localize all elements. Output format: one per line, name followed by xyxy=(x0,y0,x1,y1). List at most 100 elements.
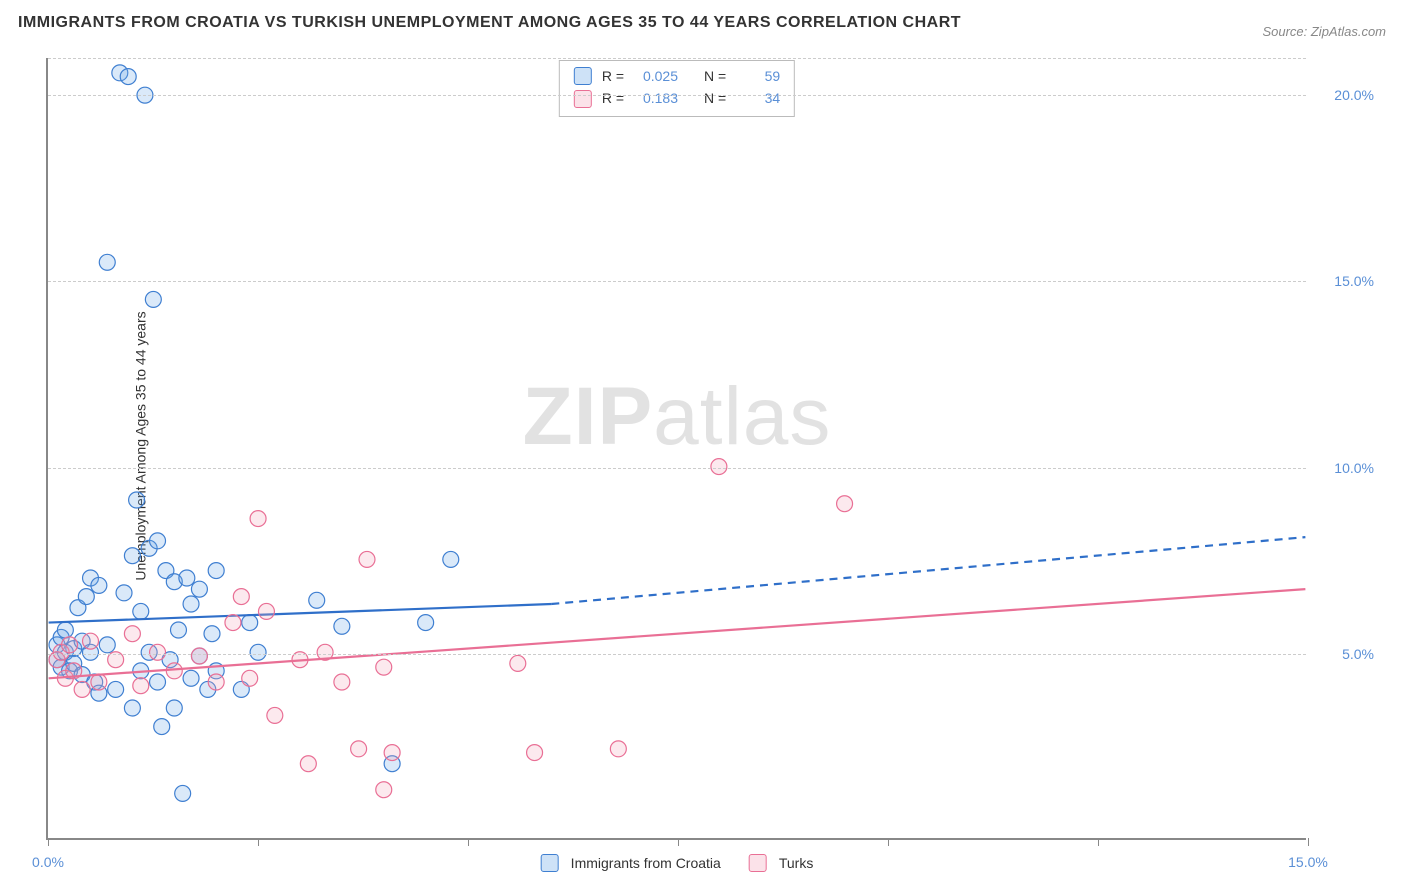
x-tick-label: 0.0% xyxy=(32,854,64,870)
scatter-point xyxy=(317,644,333,660)
chart-title: IMMIGRANTS FROM CROATIA VS TURKISH UNEMP… xyxy=(18,14,961,32)
scatter-point xyxy=(145,291,161,307)
scatter-point xyxy=(233,681,249,697)
y-tick-label: 20.0% xyxy=(1314,87,1374,103)
stat-r-label: R = xyxy=(602,87,624,109)
scatter-point xyxy=(133,603,149,619)
stat-r-value: 0.183 xyxy=(630,87,678,109)
scatter-point xyxy=(527,745,543,761)
scatter-point xyxy=(62,663,78,679)
legend-label: Immigrants from Croatia xyxy=(571,855,721,871)
scatter-point xyxy=(66,663,82,679)
scatter-point xyxy=(116,585,132,601)
scatter-point xyxy=(191,581,207,597)
x-tick-mark xyxy=(888,838,889,846)
scatter-point xyxy=(53,659,69,675)
scatter-point xyxy=(166,663,182,679)
scatter-point xyxy=(112,65,128,81)
stats-row: R = 0.025 N = 59 xyxy=(574,65,780,87)
x-tick-label: 15.0% xyxy=(1288,854,1328,870)
x-tick-mark xyxy=(48,838,49,846)
y-tick-label: 10.0% xyxy=(1314,460,1374,476)
scatter-point xyxy=(204,626,220,642)
scatter-point xyxy=(150,644,166,660)
scatter-point xyxy=(225,615,241,631)
scatter-point xyxy=(351,741,367,757)
series-swatch xyxy=(749,854,767,872)
scatter-point xyxy=(70,600,86,616)
scatter-point xyxy=(57,670,73,686)
stats-row: R =0.183N =34 xyxy=(574,87,780,109)
stat-n-label: N = xyxy=(704,65,726,87)
scatter-point xyxy=(250,511,266,527)
stat-r-value: 0.025 xyxy=(630,65,678,87)
scatter-point xyxy=(418,615,434,631)
scatter-point xyxy=(158,563,174,579)
scatter-point xyxy=(91,674,107,690)
gridline-h xyxy=(48,281,1306,282)
scatter-point xyxy=(154,719,170,735)
chart-svg-layer xyxy=(48,58,1306,838)
stat-n-label: N = xyxy=(704,87,726,109)
scatter-point xyxy=(309,592,325,608)
scatter-point xyxy=(141,644,157,660)
source-citation: Source: ZipAtlas.com xyxy=(1262,24,1386,39)
series-swatch xyxy=(541,854,559,872)
legend-item: Turks xyxy=(749,854,813,872)
scatter-point xyxy=(359,551,375,567)
scatter-point xyxy=(376,782,392,798)
series-swatch xyxy=(574,67,592,85)
trend-line-extrapolated xyxy=(551,537,1305,604)
scatter-point xyxy=(510,655,526,671)
scatter-point xyxy=(170,622,186,638)
scatter-point xyxy=(150,674,166,690)
scatter-point xyxy=(166,574,182,590)
watermark-logo: ZIPatlas xyxy=(523,370,832,464)
scatter-point xyxy=(610,741,626,757)
scatter-point xyxy=(166,700,182,716)
x-tick-mark xyxy=(1308,838,1309,846)
scatter-point xyxy=(183,596,199,612)
scatter-point xyxy=(49,637,65,653)
scatter-point xyxy=(120,69,136,85)
scatter-point xyxy=(124,626,140,642)
legend-item: Immigrants from Croatia xyxy=(541,854,721,872)
gridline-h xyxy=(48,654,1306,655)
x-tick-mark xyxy=(468,838,469,846)
scatter-point xyxy=(53,629,69,645)
scatter-point xyxy=(837,496,853,512)
scatter-point xyxy=(242,615,258,631)
stat-r-label: R = xyxy=(602,65,624,87)
scatter-point xyxy=(87,674,103,690)
scatter-point xyxy=(376,659,392,675)
scatter-point xyxy=(133,678,149,694)
scatter-point xyxy=(200,681,216,697)
scatter-point xyxy=(129,492,145,508)
scatter-point xyxy=(83,644,99,660)
scatter-point xyxy=(124,700,140,716)
scatter-point xyxy=(83,633,99,649)
x-tick-mark xyxy=(678,838,679,846)
scatter-point xyxy=(62,637,78,653)
scatter-point xyxy=(141,540,157,556)
gridline-h xyxy=(48,468,1306,469)
scatter-point xyxy=(57,644,73,660)
correlation-stats-box: R =0.025N =59R =0.183N =34 xyxy=(559,60,795,117)
trend-line xyxy=(49,604,552,623)
scatter-point xyxy=(334,618,350,634)
legend: Immigrants from Croatia Turks xyxy=(541,854,814,872)
scatter-point xyxy=(384,756,400,772)
scatter-point xyxy=(179,570,195,586)
scatter-point xyxy=(57,622,73,638)
scatter-point xyxy=(208,663,224,679)
plot-area: ZIPatlas R =0.025N =59R =0.183N =34 Immi… xyxy=(46,58,1306,840)
y-tick-label: 5.0% xyxy=(1314,646,1374,662)
scatter-point xyxy=(78,589,94,605)
scatter-point xyxy=(242,670,258,686)
scatter-point xyxy=(183,670,199,686)
scatter-point xyxy=(150,533,166,549)
y-tick-label: 15.0% xyxy=(1314,273,1374,289)
scatter-point xyxy=(108,681,124,697)
stat-n-value: 59 xyxy=(732,65,780,87)
scatter-point xyxy=(74,681,90,697)
